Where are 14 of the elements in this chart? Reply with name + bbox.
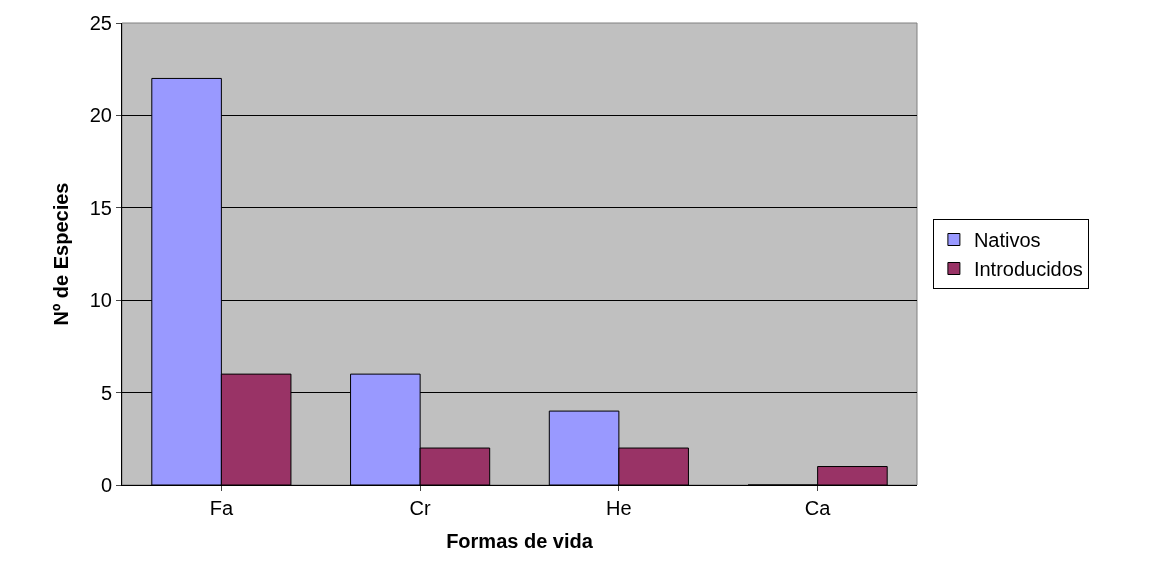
x-tick-label: Fa bbox=[209, 497, 234, 519]
y-tick-label: 15 bbox=[89, 196, 112, 219]
y-tick-label: 25 bbox=[89, 12, 112, 34]
y-tick-label: 5 bbox=[100, 381, 112, 404]
x-tick-label: Ca bbox=[804, 497, 832, 519]
y-tick-label: 20 bbox=[89, 104, 112, 127]
y-tick-label: 10 bbox=[89, 289, 112, 312]
y-axis-title: Nº de Especies bbox=[50, 182, 73, 326]
y-tick-label: 0 bbox=[100, 474, 112, 496]
x-tick-label: He bbox=[606, 497, 632, 519]
x-tick-label: Cr bbox=[409, 497, 432, 519]
legend-label: Introducidos bbox=[973, 258, 1083, 281]
legend-label: Nativos bbox=[973, 229, 1041, 252]
x-axis-title: Formas de vida bbox=[446, 529, 594, 552]
